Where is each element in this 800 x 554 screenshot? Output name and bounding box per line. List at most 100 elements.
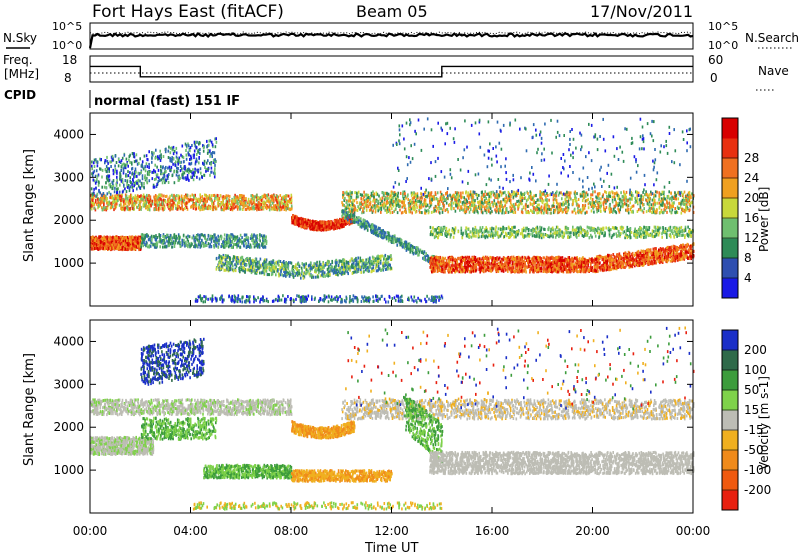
data-cell xyxy=(278,202,281,206)
data-cell xyxy=(193,194,195,198)
data-cell xyxy=(563,202,565,206)
data-cell xyxy=(101,247,103,250)
data-cell xyxy=(321,273,323,277)
data-cell xyxy=(328,225,330,229)
data-cell xyxy=(180,206,182,210)
data-cell xyxy=(315,269,318,273)
data-cell xyxy=(311,295,313,299)
data-cell xyxy=(231,200,233,204)
data-cell xyxy=(369,265,372,269)
data-cell xyxy=(140,181,143,185)
data-cell xyxy=(362,264,364,268)
data-cell xyxy=(490,195,492,199)
data-cell xyxy=(331,261,334,265)
data-cell xyxy=(337,270,340,273)
data-cell xyxy=(117,164,120,168)
data-cell xyxy=(102,246,104,250)
data-cell xyxy=(167,149,170,153)
data-cell xyxy=(103,193,105,197)
data-cell xyxy=(105,170,108,173)
data-cell xyxy=(313,226,315,230)
data-cell xyxy=(417,296,419,300)
data-cell xyxy=(309,225,312,229)
data-cell xyxy=(369,200,372,204)
data-cell xyxy=(148,162,150,166)
data-cell xyxy=(98,239,101,243)
data-cell xyxy=(148,173,151,177)
data-cell xyxy=(336,261,338,265)
data-cell xyxy=(171,174,174,178)
data-cell xyxy=(221,264,223,268)
data-cell xyxy=(140,207,142,211)
data-cell xyxy=(227,254,229,258)
data-cell xyxy=(217,245,220,249)
data-cell xyxy=(203,242,205,246)
data-cell xyxy=(123,236,126,239)
data-cell xyxy=(121,246,124,250)
data-cell xyxy=(497,196,499,200)
data-cell xyxy=(233,242,235,246)
data-cell xyxy=(279,265,282,269)
data-cell xyxy=(261,243,264,247)
data-cell xyxy=(327,266,330,270)
data-cell xyxy=(168,200,170,204)
data-cell xyxy=(99,241,102,244)
data-cell xyxy=(289,197,291,201)
nsky-tick-low: 10^0 xyxy=(52,39,82,52)
data-cell xyxy=(239,265,242,269)
data-cell xyxy=(389,263,391,267)
data-cell xyxy=(346,270,349,274)
data-cell xyxy=(128,239,131,242)
data-cell xyxy=(139,179,141,183)
data-cell xyxy=(357,269,360,273)
data-cell xyxy=(252,266,255,270)
data-cell xyxy=(131,152,134,155)
data-cell xyxy=(379,297,381,301)
data-cell xyxy=(254,195,256,199)
data-cell xyxy=(190,156,193,160)
data-cell xyxy=(210,140,213,144)
data-cell xyxy=(138,238,141,242)
data-cell xyxy=(259,300,261,304)
data-cell xyxy=(118,160,121,163)
data-cell xyxy=(260,205,263,209)
data-cell xyxy=(147,170,150,174)
data-cell xyxy=(139,207,141,211)
data-cell xyxy=(320,227,322,231)
data-cell xyxy=(188,169,191,173)
data-cell xyxy=(213,171,215,175)
data-cell xyxy=(213,233,216,237)
data-cell xyxy=(332,271,335,275)
data-cell xyxy=(147,194,150,198)
data-cell xyxy=(205,196,208,200)
data-cell xyxy=(209,149,211,153)
data-cell xyxy=(126,205,128,209)
data-cell xyxy=(108,183,110,187)
data-cell xyxy=(230,235,233,239)
data-cell xyxy=(112,172,115,176)
data-cell xyxy=(170,206,173,210)
data-cell xyxy=(173,236,176,240)
data-cell xyxy=(207,149,209,152)
data-cell xyxy=(199,148,201,151)
data-cell xyxy=(145,206,147,210)
data-cell xyxy=(322,261,324,264)
data-cell xyxy=(340,271,342,275)
data-cell xyxy=(220,235,223,239)
data-cell xyxy=(179,165,182,168)
data-cell xyxy=(303,300,306,303)
data-cell xyxy=(133,203,135,207)
data-cell xyxy=(132,235,134,239)
data-cell xyxy=(208,245,211,249)
data-cell xyxy=(191,171,193,175)
data-cell xyxy=(241,240,244,244)
data-cell xyxy=(267,273,269,276)
data-cell xyxy=(96,177,98,181)
data-cell xyxy=(160,194,162,198)
data-cell xyxy=(177,175,179,178)
data-cell xyxy=(133,239,136,243)
data-cell xyxy=(102,206,105,210)
data-cell xyxy=(286,194,288,198)
data-cell xyxy=(202,146,205,150)
data-cell xyxy=(290,261,293,265)
